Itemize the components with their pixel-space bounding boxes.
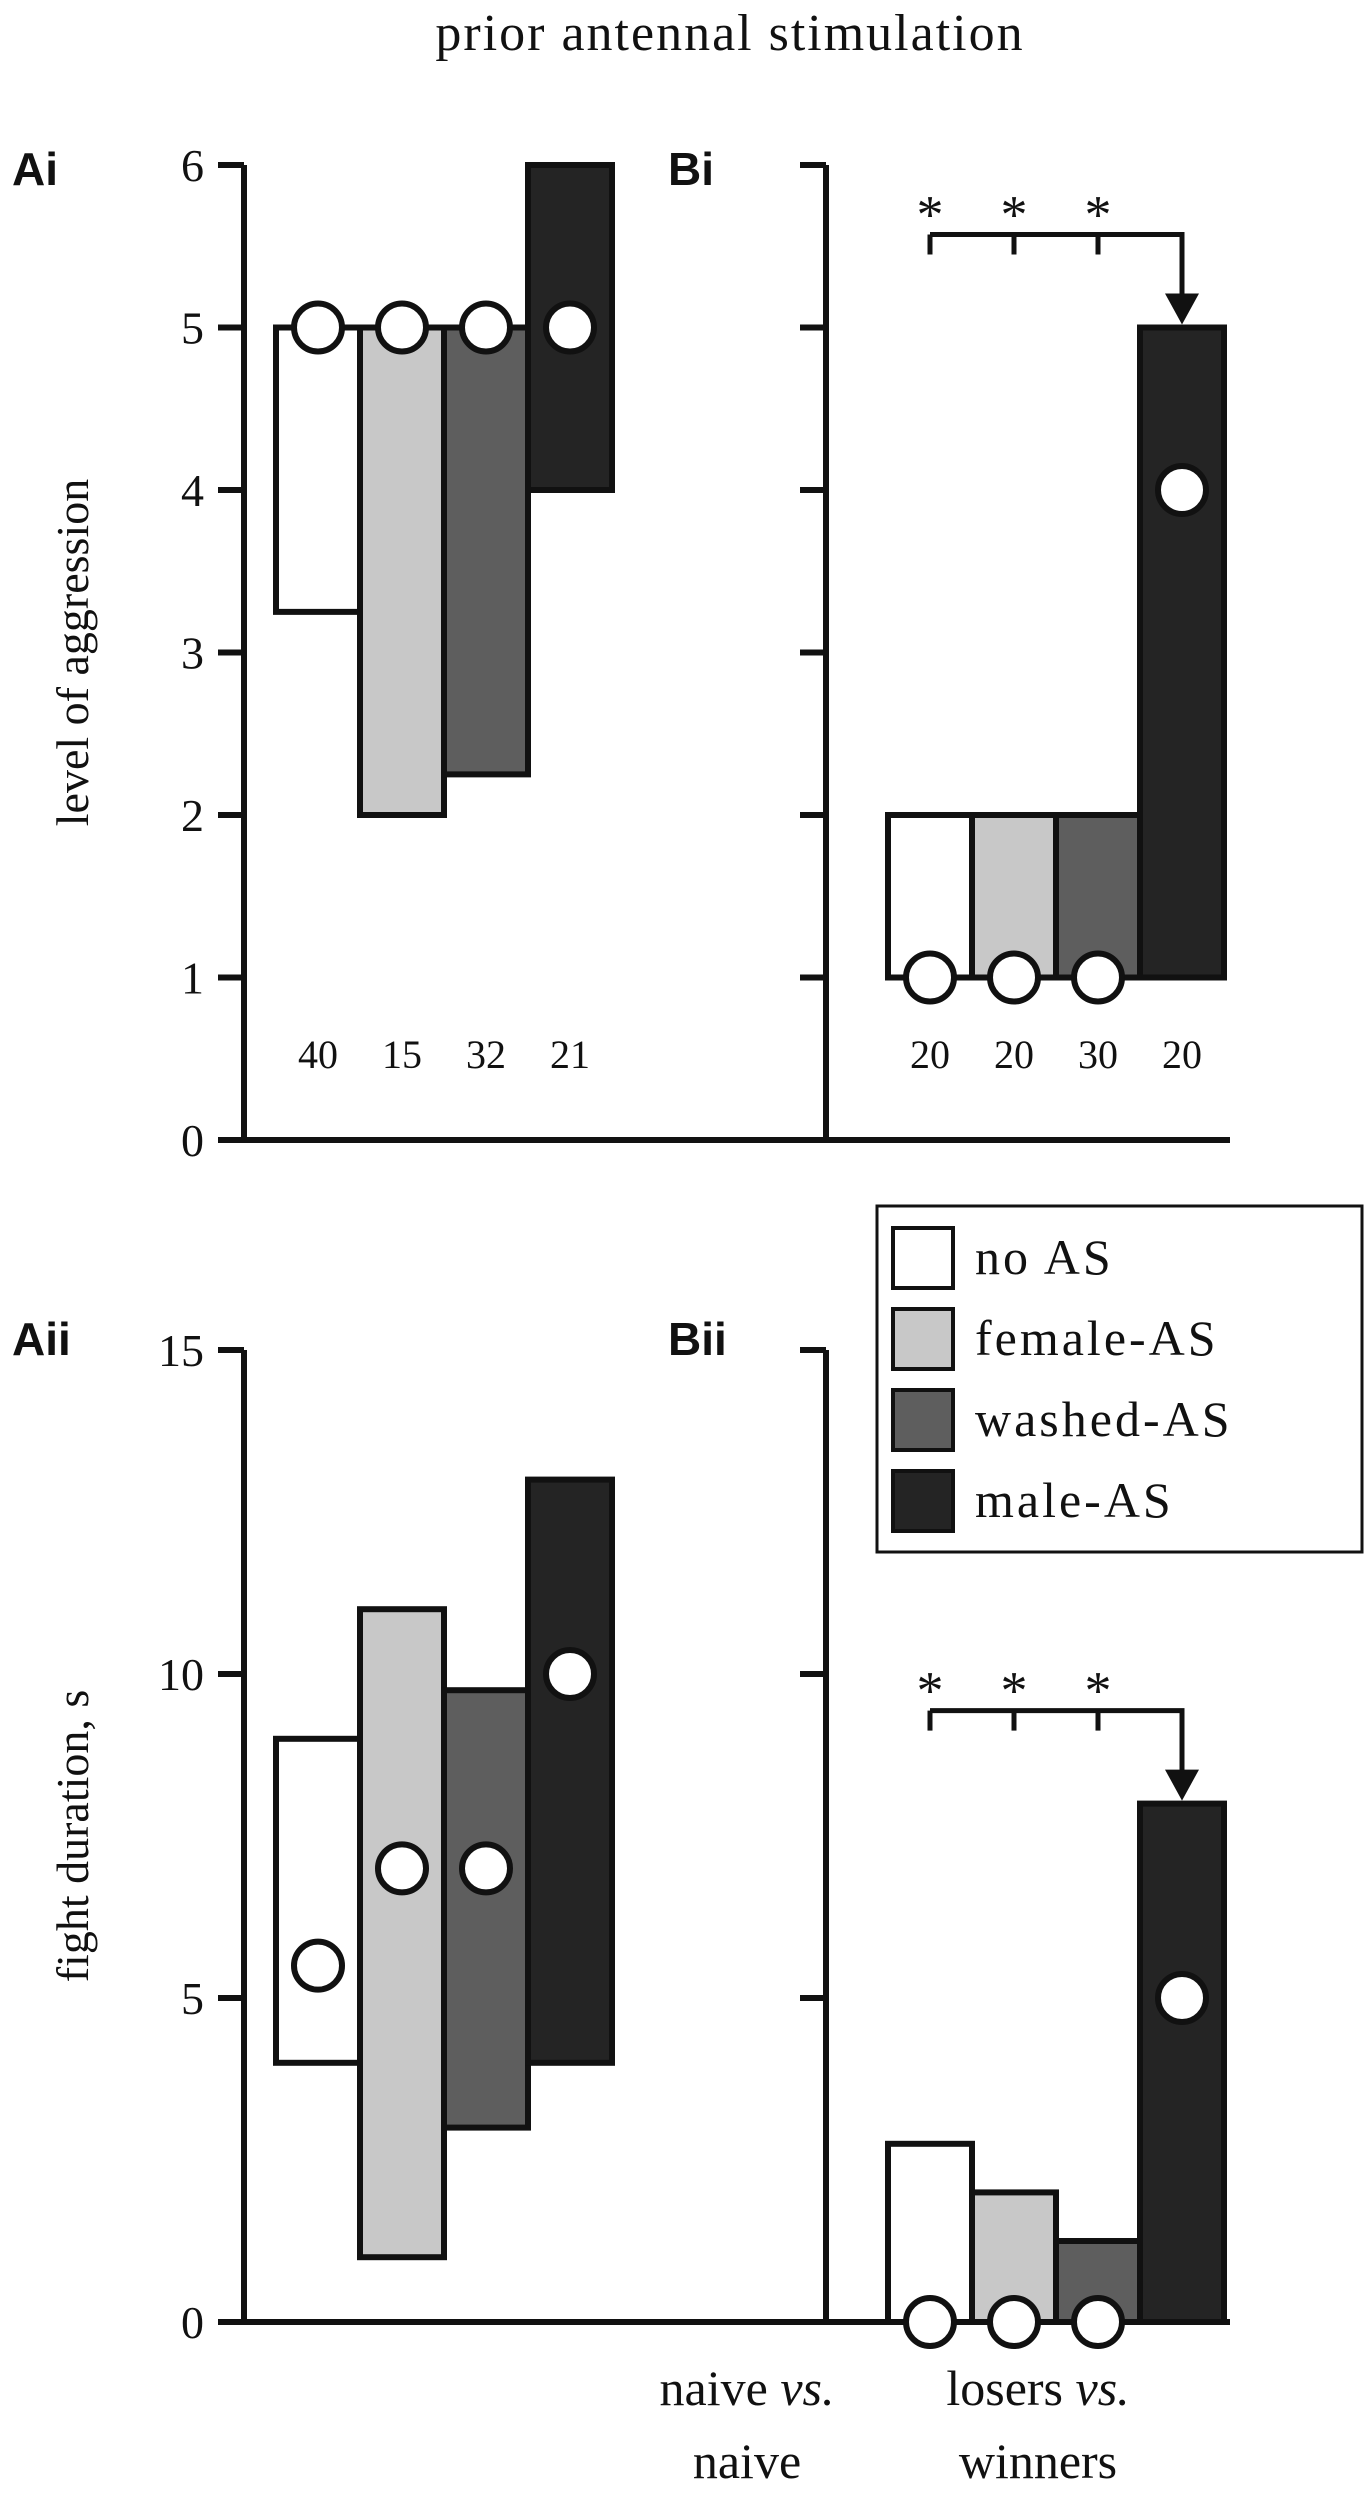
box-washed-as bbox=[441, 1687, 531, 2131]
legend-label: male-AS bbox=[975, 1472, 1174, 1528]
legend-frame bbox=[875, 1204, 1364, 1554]
significance-bracket bbox=[930, 232, 1185, 298]
median-marker bbox=[291, 300, 345, 355]
median-marker bbox=[291, 1938, 345, 1993]
significance-star: * bbox=[1085, 185, 1112, 245]
significance-star: * bbox=[917, 185, 944, 245]
y-tick-label: 2 bbox=[181, 790, 204, 841]
y-tick-label: 0 bbox=[181, 2297, 204, 2348]
n-label: 15 bbox=[382, 1032, 422, 1077]
n-label: 20 bbox=[910, 1032, 950, 1077]
y-axis-label: level of aggression bbox=[47, 479, 98, 826]
x-axis-label: naive vs. bbox=[660, 2360, 835, 2416]
box-male-as bbox=[1137, 1800, 1227, 2325]
median-marker bbox=[459, 1841, 513, 1896]
legend-swatch bbox=[891, 1307, 955, 1371]
figure-title: prior antennal stimulation bbox=[435, 5, 1024, 62]
median-marker bbox=[459, 300, 513, 355]
x-axis-label-part: losers bbox=[946, 2360, 1075, 2416]
box-no-as bbox=[273, 324, 363, 615]
median-marker bbox=[1155, 1971, 1209, 2025]
y-tick-label: 3 bbox=[181, 628, 204, 679]
median-marker bbox=[543, 1647, 597, 1701]
x-axis-label-part: naive bbox=[660, 2360, 781, 2416]
significance-arrowhead bbox=[1165, 1769, 1199, 1801]
significance-bracket bbox=[930, 1708, 1185, 1774]
box-female-as bbox=[357, 1606, 447, 2261]
significance-star: * bbox=[1001, 1661, 1028, 1721]
box-male-as bbox=[1137, 324, 1227, 981]
y-tick-label: 5 bbox=[181, 303, 204, 354]
n-label: 20 bbox=[994, 1032, 1034, 1077]
box-male-as bbox=[525, 162, 615, 493]
significance-arrowhead bbox=[1165, 293, 1199, 325]
n-label: 21 bbox=[550, 1032, 590, 1077]
significance-star: * bbox=[1085, 1661, 1112, 1721]
panel-label: Ai bbox=[12, 143, 58, 195]
median-marker bbox=[987, 950, 1041, 1005]
median-marker bbox=[987, 2295, 1041, 2349]
legend-label: no AS bbox=[975, 1229, 1114, 1285]
median-marker bbox=[1071, 2295, 1125, 2349]
y-tick-label: 10 bbox=[158, 1649, 204, 1700]
y-tick-label: 4 bbox=[181, 465, 204, 516]
x-axis-label-vs: vs. bbox=[780, 2360, 834, 2416]
n-label: 30 bbox=[1078, 1032, 1118, 1077]
x-axis-label: losers vs. bbox=[946, 2360, 1129, 2416]
significance-star: * bbox=[1001, 185, 1028, 245]
legend-label: washed-AS bbox=[975, 1391, 1233, 1447]
y-tick-label: 15 bbox=[158, 1325, 204, 1376]
legend-label: female-AS bbox=[975, 1310, 1219, 1366]
median-marker bbox=[375, 300, 429, 355]
box-no-as bbox=[273, 1735, 363, 2066]
y-tick-label: 6 bbox=[181, 140, 204, 191]
x-axis-label-vs: vs. bbox=[1076, 2360, 1130, 2416]
legend: no AS female-AS washed-AS male-AS bbox=[875, 1204, 1364, 1554]
median-marker bbox=[903, 2295, 957, 2349]
x-axis-label-line2: winners bbox=[959, 2433, 1117, 2489]
panel-label: Bii bbox=[668, 1313, 727, 1365]
panel-bii: Bii * * * losers vs. winners bbox=[668, 1313, 1230, 2489]
x-axis-label-line2: naive bbox=[693, 2433, 801, 2489]
legend-swatch bbox=[891, 1388, 955, 1452]
y-tick-label: 0 bbox=[181, 1115, 204, 1166]
n-label: 32 bbox=[466, 1032, 506, 1077]
box-female-as bbox=[357, 324, 447, 818]
significance-star: * bbox=[917, 1661, 944, 1721]
legend-swatch bbox=[891, 1226, 955, 1290]
box-male-as bbox=[525, 1476, 615, 2066]
median-marker bbox=[375, 1841, 429, 1896]
y-tick-label: 5 bbox=[181, 1973, 204, 2024]
panel-bi: Bi 20 20 30 20 * * * bbox=[668, 143, 1230, 1143]
median-marker bbox=[1071, 950, 1125, 1005]
n-label: 40 bbox=[298, 1032, 338, 1077]
median-marker bbox=[1155, 463, 1209, 517]
panel-label: Aii bbox=[12, 1313, 71, 1365]
y-axis-label: fight duration, s bbox=[47, 1690, 98, 1983]
panel-ai: Ai 0 1 2 3 4 5 6 level of aggression 40 15 32 21 bbox=[12, 140, 1230, 1166]
legend-swatch bbox=[891, 1469, 955, 1533]
y-tick-label: 1 bbox=[181, 953, 204, 1004]
panel-label: Bi bbox=[668, 143, 714, 195]
median-marker bbox=[543, 300, 597, 355]
box-washed-as bbox=[441, 324, 531, 778]
median-marker bbox=[903, 950, 957, 1005]
n-label: 20 bbox=[1162, 1032, 1202, 1077]
